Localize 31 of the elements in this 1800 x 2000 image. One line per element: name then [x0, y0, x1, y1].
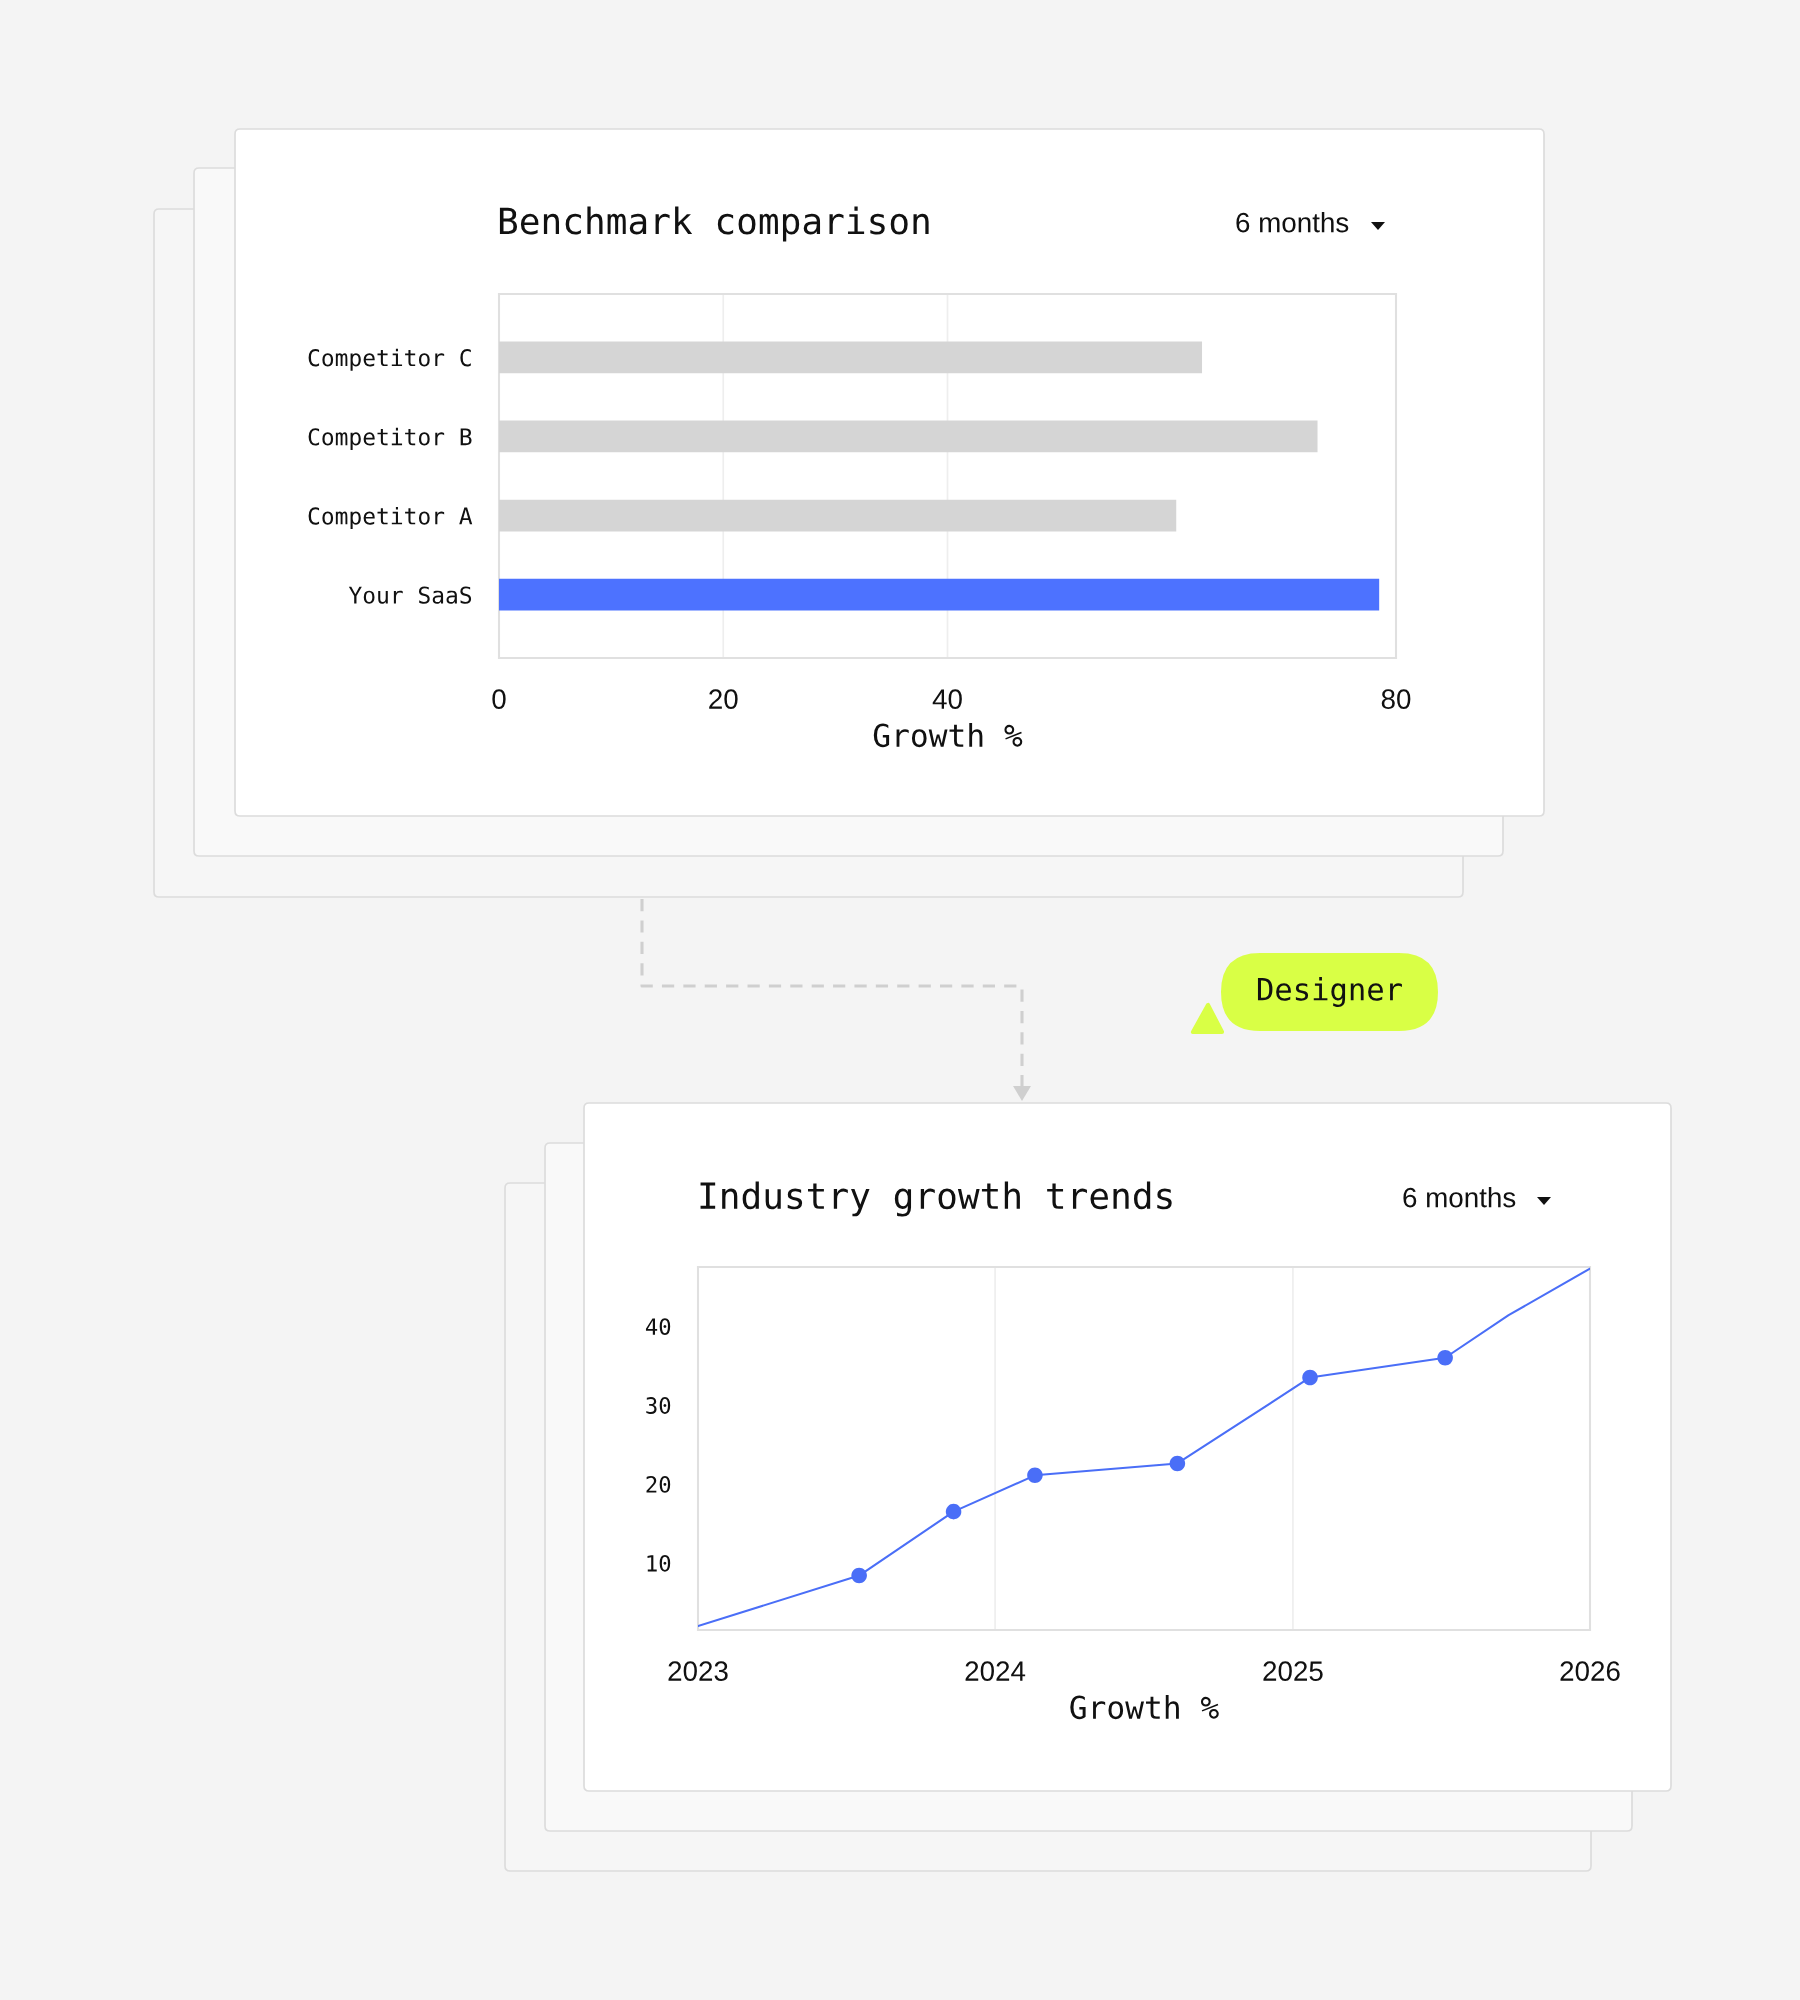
x-tick-label: 2023 — [668, 1661, 728, 1681]
chart-title: Industry growth trends — [700, 1181, 1172, 1217]
x-tick-label: 2025 — [1263, 1661, 1323, 1681]
y-tick-label: 10 — [647, 1554, 671, 1572]
point — [1302, 1369, 1318, 1386]
point — [1169, 1455, 1186, 1472]
x-axis-title: Growth % — [873, 722, 1023, 748]
y-tick-label: Competitor A — [308, 506, 473, 530]
chart-title: Benchmark comparison — [499, 206, 929, 242]
point — [851, 1567, 867, 1584]
text: Designer — [1257, 977, 1402, 1007]
y-tick-label: Competitor C — [308, 348, 471, 371]
text: 6 months — [1403, 1187, 1516, 1208]
y-tick-label: 40 — [645, 1318, 671, 1335]
point — [1027, 1467, 1043, 1484]
line-series — [698, 1267, 1590, 1628]
x-tick-label: 2026 — [1560, 1661, 1620, 1681]
bar — [499, 578, 1380, 611]
y-tick-label: 20 — [646, 1476, 671, 1493]
text: 6 months — [1236, 212, 1349, 233]
x-tick-label: 40 — [932, 689, 962, 709]
y-tick-label: Competitor B — [308, 427, 472, 450]
x-tick-label: 20 — [709, 689, 738, 709]
x-tick-label: 2024 — [965, 1661, 1026, 1681]
x-tick-label: 0 — [492, 689, 506, 709]
point — [945, 1503, 962, 1520]
y-tick-label: 30 — [646, 1397, 671, 1414]
x-axis-title: Growth % — [1070, 1694, 1219, 1720]
point — [1437, 1349, 1453, 1366]
y-tick-label: Your SaaS — [348, 586, 472, 604]
x-tick-label: 80 — [1381, 689, 1411, 709]
